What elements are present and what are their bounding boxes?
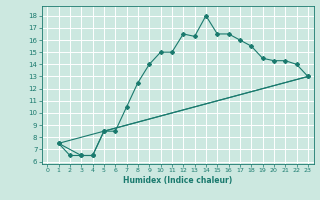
X-axis label: Humidex (Indice chaleur): Humidex (Indice chaleur): [123, 176, 232, 185]
